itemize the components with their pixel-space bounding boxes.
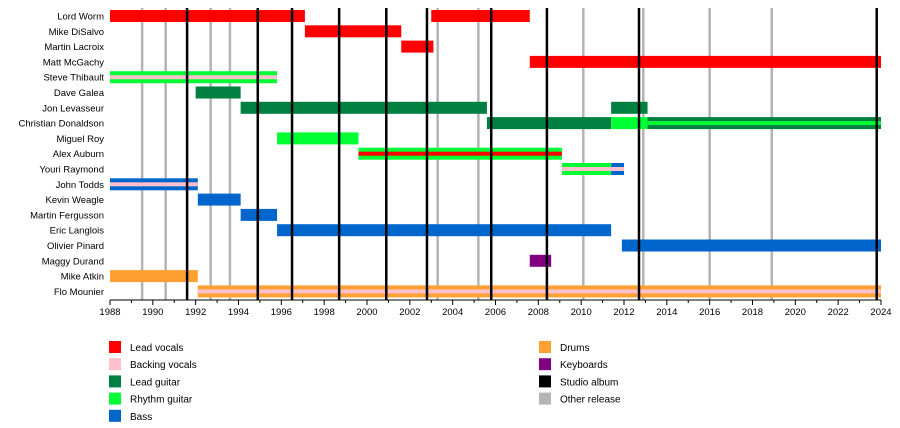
legend-label-other-release: Other release	[560, 395, 621, 406]
legend-swatch-drums	[539, 341, 551, 353]
bar-kevin-weagle-0	[197, 193, 241, 206]
legend-label-drums: Drums	[560, 343, 589, 354]
x-tick-label: 2016	[699, 307, 720, 318]
x-tick-label: 1992	[185, 307, 206, 318]
bar-christian-donaldson-1	[611, 117, 648, 130]
bar-secondary-youri-raymond-1	[611, 167, 624, 171]
x-tick-label: 1996	[271, 307, 292, 318]
member-label: Steve Thibault	[43, 73, 104, 84]
member-label: Martin Fergusson	[30, 210, 104, 221]
member-label: Kevin Weagle	[46, 195, 104, 206]
x-tick-label: 1988	[99, 307, 120, 318]
member-label: Youri Raymond	[39, 165, 104, 176]
bar-secondary-alex-auburn-0	[358, 151, 562, 156]
bar-martin-lacroix-0	[401, 40, 434, 53]
bar-mike-atkin-0	[110, 270, 198, 283]
bar-lord-worm-0	[110, 10, 305, 22]
member-label: Dave Galea	[54, 88, 105, 99]
bar-eric-langlois-0	[277, 224, 612, 237]
x-tick-label: 2002	[399, 307, 420, 318]
legend-swatch-lead-guitar	[109, 375, 121, 388]
legend-label-studio-album: Studio album	[560, 377, 618, 388]
x-tick-label: 1990	[142, 307, 163, 318]
member-label: John Todds	[56, 180, 105, 191]
legend-label-lead-guitar: Lead guitar	[130, 377, 181, 388]
legend-swatch-backing-vocals	[109, 358, 121, 371]
member-label: Christian Donaldson	[18, 119, 104, 130]
member-label: Eric Langlois	[50, 226, 105, 237]
x-tick-label: 2008	[528, 307, 549, 318]
x-tick-label: 2004	[442, 307, 463, 318]
legend-swatch-lead-vocals	[109, 341, 121, 353]
x-tick-label: 2014	[656, 307, 677, 318]
x-tick-label: 2018	[742, 307, 763, 318]
bar-secondary-steve-thibault-0	[110, 75, 278, 80]
legend-label-rhythm-guitar: Rhythm guitar	[130, 395, 193, 406]
member-label: Flo Mounier	[54, 287, 104, 298]
bar-secondary-christian-donaldson-2	[647, 121, 881, 126]
legend-swatch-rhythm-guitar	[109, 392, 121, 405]
x-tick-label: 1994	[228, 307, 249, 318]
bar-dave-galea-0	[195, 86, 241, 99]
legend-swatch-other-release	[539, 392, 551, 405]
bar-secondary-john-todds-0	[110, 182, 198, 187]
bar-matt-mcgachy-0	[529, 55, 881, 68]
legend-label-bass: Bass	[130, 412, 152, 423]
member-label: Martin Lacroix	[44, 42, 104, 53]
member-label: Matt McGachy	[43, 57, 104, 68]
legend-label-backing-vocals: Backing vocals	[130, 360, 197, 371]
x-tick-label: 2024	[870, 307, 891, 318]
album-lines	[185, 8, 878, 300]
bar-christian-donaldson-0	[486, 117, 612, 130]
member-label: Lord Worm	[57, 12, 104, 23]
legend-swatch-keyboards	[539, 358, 551, 371]
bar-jon-levasseur-1	[611, 101, 648, 114]
member-label: Maggy Durand	[42, 256, 104, 267]
bar-mike-disalvo-0	[304, 25, 402, 38]
member-label: Mike DiSalvo	[49, 27, 104, 38]
x-tick-label: 1998	[314, 307, 335, 318]
member-label: Mike Atkin	[61, 272, 104, 283]
legend-label-keyboards: Keyboards	[560, 360, 608, 371]
bar-maggy-durand-0	[529, 254, 552, 267]
legend-swatch-studio-album	[539, 375, 551, 388]
x-tick-label: 2010	[571, 307, 592, 318]
x-tick-label: 2022	[828, 307, 849, 318]
member-label: Alex Auburn	[53, 149, 104, 160]
bar-lord-worm-1	[431, 10, 530, 22]
x-tick-label: 2020	[785, 307, 806, 318]
legend-label-lead-vocals: Lead vocals	[130, 343, 183, 354]
bar-miguel-roy-0	[277, 132, 359, 145]
bar-secondary-youri-raymond-0	[561, 167, 612, 171]
bar-secondary-flo-mounier-0	[197, 289, 881, 294]
member-label: Olivier Pinard	[47, 241, 104, 252]
member-label: Miguel Roy	[56, 134, 104, 145]
x-tick-label: 2006	[485, 307, 506, 318]
legend-swatch-bass	[109, 409, 121, 422]
bar-jon-levasseur-0	[240, 101, 487, 114]
x-axis: 1988 1990 1992 1994 1996 1998 2000 2002 2004 2006…	[99, 299, 892, 318]
x-tick-label: 2000	[356, 307, 377, 318]
member-bars	[110, 10, 881, 298]
member-label: Jon Levasseur	[42, 103, 104, 114]
x-tick-label: 2012	[613, 307, 634, 318]
member-labels: Lord Worm Mike DiSalvo Martin Lacroix Matt …	[18, 12, 104, 298]
legend: Lead vocals Backing vocals Lead guitar Rhyt…	[109, 341, 621, 423]
bar-olivier-pinard-0	[621, 239, 881, 252]
